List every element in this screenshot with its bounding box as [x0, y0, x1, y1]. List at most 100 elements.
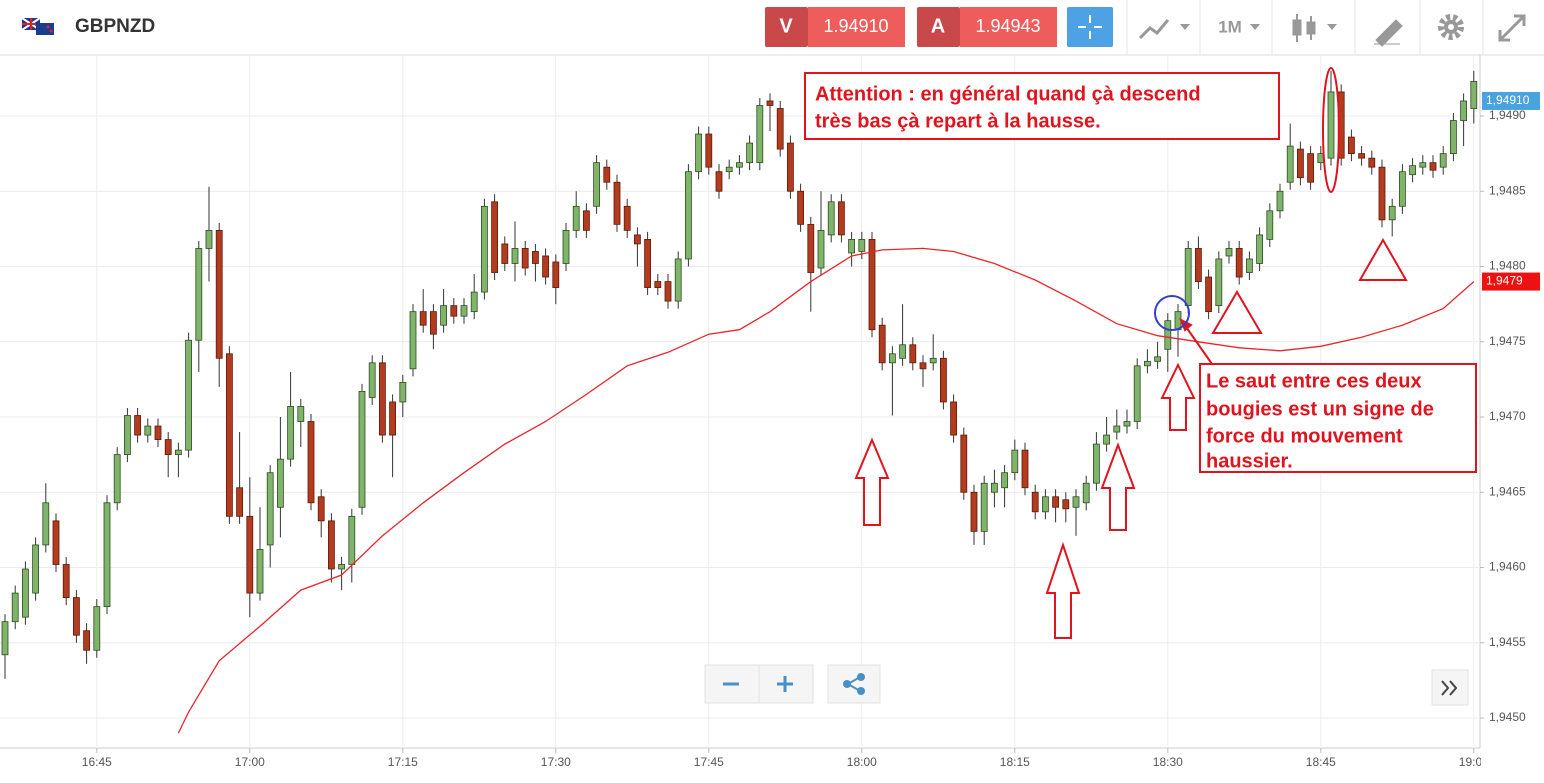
candle-body: [378, 362, 386, 436]
annotation-line: Le saut entre ces deux: [1206, 370, 1422, 392]
y-tick-label: 1,9480: [1489, 259, 1526, 273]
candle-body: [583, 210, 590, 231]
y-tick-label: 1,9490: [1489, 108, 1526, 122]
y-axis: 1,9450 1,9455 1,9460 1,9465 1,9470 1,9475 1,94…: [1480, 91, 1540, 724]
zoom-controls: [704, 664, 814, 704]
annotation-box: Le saut entre ces deux bougies est un si…: [1199, 363, 1477, 473]
candle-body: [878, 324, 886, 364]
candle-body: [1031, 491, 1039, 513]
candle-body: [491, 201, 499, 273]
candle-body: [1419, 162, 1427, 168]
candle-body: [52, 520, 60, 565]
candle-body: [593, 162, 600, 207]
candle-body: [991, 482, 998, 493]
candle-body: [623, 205, 631, 231]
candle-body: [1286, 145, 1294, 183]
buy-button[interactable]: A 1.94943: [917, 7, 1057, 47]
candle-style-button[interactable]: [1292, 14, 1337, 42]
candle-body: [1093, 443, 1100, 484]
candle-body: [1082, 482, 1090, 504]
candle-body: [62, 564, 70, 598]
candle-body: [73, 597, 80, 636]
candle-body: [185, 339, 193, 451]
candle-body: [1348, 136, 1355, 155]
zoom-in-button[interactable]: [777, 676, 793, 692]
candle-body: [429, 311, 437, 335]
candle-body: [807, 223, 815, 273]
x-axis: 16:45 17:00 17:15 17:30 17:45 18:00 18:15 18:30…: [82, 748, 1481, 769]
candle-body: [1429, 162, 1437, 171]
x-tick-label: 17:15: [388, 755, 418, 769]
candle-body: [899, 344, 906, 359]
sell-price: 1.94910: [823, 16, 888, 36]
candle-body: [1460, 100, 1467, 121]
scroll-end-button[interactable]: [1431, 669, 1469, 706]
candle-body: [1256, 234, 1263, 264]
candle-body: [174, 449, 182, 456]
candle-body: [256, 549, 264, 594]
x-tick-label: 18:00: [847, 755, 877, 769]
pointer-line: [1183, 323, 1213, 365]
candle-body: [134, 415, 142, 436]
crosshair-button[interactable]: [1067, 7, 1113, 47]
candle-body: [409, 311, 417, 370]
candle-body: [440, 305, 448, 326]
candle-body: [297, 406, 305, 422]
candle-body: [83, 630, 90, 651]
candle-body: [317, 496, 325, 522]
candle-body: [1327, 91, 1335, 159]
candle-body: [338, 564, 346, 570]
candle-body: [276, 458, 284, 508]
candle-body: [11, 592, 19, 623]
y-tick-label: 1,9465: [1489, 484, 1526, 498]
x-tick-label: 17:00: [235, 755, 265, 769]
y-tick-label: 1,9470: [1489, 409, 1526, 423]
x-tick-label: 18:45: [1306, 755, 1336, 769]
candle-body: [746, 142, 753, 164]
share-button[interactable]: [827, 664, 881, 704]
candle-body: [1409, 165, 1416, 176]
candle-body: [215, 229, 223, 359]
candle-body: [1225, 248, 1233, 257]
candle-body: [113, 454, 121, 504]
flag-icon: [21, 17, 54, 35]
candle-body: [532, 251, 539, 264]
candle-body: [511, 248, 519, 264]
candle-body: [776, 108, 784, 150]
settings-button[interactable]: [1438, 14, 1464, 40]
timeframe-button[interactable]: 1M: [1218, 17, 1260, 36]
candle-body: [501, 243, 509, 264]
candle-body: [766, 100, 774, 106]
candle-body: [348, 515, 356, 565]
annotation-box: Attention : en général quand çà descend …: [804, 72, 1280, 140]
symbol: GBPNZD: [75, 16, 155, 37]
candle-body: [1276, 190, 1284, 212]
fullscreen-button[interactable]: [1498, 14, 1526, 42]
draw-tool-button[interactable]: [1374, 19, 1403, 47]
candle-body: [889, 353, 896, 364]
candle-body: [756, 105, 764, 164]
chart-type-button[interactable]: [1138, 19, 1190, 40]
candle-body: [1154, 356, 1161, 362]
candle-body: [307, 421, 315, 504]
x-tick-label: 16:45: [82, 755, 112, 769]
triangle: [1358, 237, 1408, 281]
timeframe: 1M: [1218, 17, 1242, 36]
candle-body: [695, 133, 702, 173]
candle-body: [817, 229, 825, 269]
candle-body: [1215, 258, 1223, 307]
triangle: [1211, 290, 1263, 334]
annotation-line: force du mouvement: [1206, 425, 1403, 447]
candle-body: [1399, 171, 1406, 207]
candle-body: [287, 406, 295, 460]
candle-body: [1235, 248, 1243, 278]
candle-body: [960, 434, 968, 493]
up-arrow: [1045, 541, 1081, 639]
sell-button[interactable]: V 1.94910: [765, 7, 905, 47]
buy-price: 1.94943: [975, 16, 1040, 36]
price-tag-label: 1,9479: [1486, 274, 1523, 288]
sell-label: V: [779, 15, 793, 37]
candle-body: [940, 357, 947, 403]
candle-body: [450, 305, 458, 317]
candle-body: [1388, 205, 1396, 221]
